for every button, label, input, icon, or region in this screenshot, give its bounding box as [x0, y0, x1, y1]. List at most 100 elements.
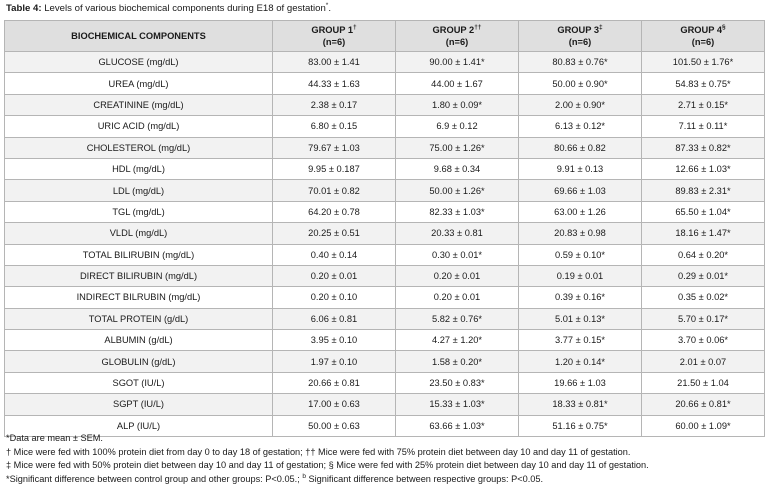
header-group-4: GROUP 4§ (n=6)	[641, 20, 765, 52]
group-4-value-cell: 87.33 ± 0.82*	[641, 136, 765, 159]
table-row: URIC ACID (mg/dL) 6.80 ± 0.15 6.9 ± 0.12 6.…	[4, 115, 765, 138]
note-a: *Significant difference between control …	[6, 473, 303, 484]
note-line-significance: *Significant difference between control …	[6, 473, 649, 487]
biochemical-table: BIOCHEMICAL COMPONENTS GROUP 1† (n=6) GRO…	[4, 20, 765, 438]
group-n: (n=6)	[691, 37, 715, 47]
group-2-value-cell: 82.33 ± 1.03*	[395, 200, 519, 224]
group-3-value-cell: 18.33 ± 0.81*	[518, 393, 642, 416]
group-4-value-cell: 21.50 ± 1.04	[641, 371, 765, 395]
group-1-value-cell: 0.40 ± 0.14	[272, 243, 396, 266]
group-mark: §	[722, 23, 726, 31]
group-3-value-cell: 50.00 ± 0.90*	[518, 72, 642, 95]
group-3-value-cell: 2.00 ± 0.90*	[518, 93, 642, 117]
table-row: TGL (mg/dL) 64.20 ± 0.78 82.33 ± 1.03* 63.0…	[4, 200, 765, 224]
group-1-value-cell: 44.33 ± 1.63	[272, 72, 396, 95]
table-row: GLUCOSE (mg/dL) 83.00 ± 1.41 90.00 ± 1.41*…	[4, 50, 765, 74]
component-name-cell: DIRECT BILIRUBIN (mg/dL)	[4, 264, 273, 288]
group-1-value-cell: 3.95 ± 0.10	[272, 329, 396, 352]
group-1-value-cell: 20.66 ± 0.81	[272, 371, 396, 395]
component-name-cell: TOTAL PROTEIN (g/dL)	[4, 307, 273, 331]
group-1-value-cell: 1.97 ± 0.10	[272, 350, 396, 373]
group-2-value-cell: 23.50 ± 0.83*	[395, 371, 519, 395]
table-row: VLDL (mg/dL) 20.25 ± 0.51 20.33 ± 0.81 20.8…	[4, 222, 765, 245]
caption-label: Table 4:	[6, 3, 42, 14]
group-1-value-cell: 0.20 ± 0.01	[272, 264, 396, 288]
component-name-cell: INDIRECT BILRUBIN (mg/dL)	[4, 286, 273, 309]
component-name-cell: LDL (mg/dL)	[4, 179, 273, 202]
group-4-value-cell: 65.50 ± 1.04*	[641, 200, 765, 224]
header-group-3: GROUP 3‡ (n=6)	[518, 20, 642, 52]
component-name-cell: GLUCOSE (mg/dL)	[4, 50, 273, 74]
group-3-value-cell: 80.83 ± 0.76*	[518, 50, 642, 74]
note-line: *Data are mean ± SEM.	[6, 433, 103, 443]
group-4-value-cell: 101.50 ± 1.76*	[641, 50, 765, 74]
table-row: TOTAL BILIRUBIN (mg/dL) 0.40 ± 0.14 0.30 ±…	[4, 243, 765, 266]
header-group-2: GROUP 2†† (n=6)	[395, 20, 519, 52]
group-name: GROUP 4	[680, 25, 723, 35]
group-4-value-cell: 0.64 ± 0.20*	[641, 243, 765, 266]
table-row: CHOLESTEROL (mg/dL) 79.67 ± 1.03 75.00 ± 1…	[4, 136, 765, 159]
group-3-value-cell: 69.66 ± 1.03	[518, 179, 642, 202]
component-name-cell: UREA (mg/dL)	[4, 72, 273, 95]
table-row: TOTAL PROTEIN (g/dL) 6.06 ± 0.81 5.82 ± 0.…	[4, 307, 765, 331]
group-3-value-cell: 6.13 ± 0.12*	[518, 115, 642, 138]
note-b: Significant difference between respectiv…	[305, 473, 544, 484]
group-2-value-cell: 9.68 ± 0.34	[395, 157, 519, 181]
note-line: † Mice were fed with 100% protein diet f…	[6, 446, 631, 457]
group-1-value-cell: 83.00 ± 1.41	[272, 50, 396, 74]
table-row: LDL (mg/dL) 70.01 ± 0.82 50.00 ± 1.26* 69.6…	[4, 179, 765, 202]
group-2-value-cell: 0.20 ± 0.01	[395, 286, 519, 309]
component-name-cell: VLDL (mg/dL)	[4, 222, 273, 245]
group-4-value-cell: 5.70 ± 0.17*	[641, 307, 765, 331]
group-mark: ‡	[599, 23, 603, 31]
group-3-value-cell: 80.66 ± 0.82	[518, 136, 642, 159]
group-mark: †	[353, 23, 357, 31]
group-1-value-cell: 50.00 ± 0.63	[272, 414, 396, 438]
group-4-value-cell: 18.16 ± 1.47*	[641, 222, 765, 245]
table-row: SGPT (IU/L) 17.00 ± 0.63 15.33 ± 1.03* 18.3…	[4, 393, 765, 416]
group-3-value-cell: 9.91 ± 0.13	[518, 157, 642, 181]
component-name-cell: CREATININE (mg/dL)	[4, 93, 273, 117]
component-name-cell: ALBUMIN (g/dL)	[4, 329, 273, 352]
table-row: CREATININE (mg/dL) 2.38 ± 0.17 1.80 ± 0.09…	[4, 93, 765, 117]
table-row: GLOBULIN (g/dL) 1.97 ± 0.10 1.58 ± 0.20* 1.…	[4, 350, 765, 373]
group-1-value-cell: 2.38 ± 0.17	[272, 93, 396, 117]
group-2-value-cell: 5.82 ± 0.76*	[395, 307, 519, 331]
table-header-row: BIOCHEMICAL COMPONENTS GROUP 1† (n=6) GRO…	[4, 20, 765, 52]
group-3-value-cell: 1.20 ± 0.14*	[518, 350, 642, 373]
group-n: (n=6)	[322, 37, 346, 47]
group-2-value-cell: 90.00 ± 1.41*	[395, 50, 519, 74]
group-4-value-cell: 0.35 ± 0.02*	[641, 286, 765, 309]
group-3-value-cell: 0.19 ± 0.01	[518, 264, 642, 288]
group-3-value-cell: 19.66 ± 1.03	[518, 371, 642, 395]
component-name-cell: CHOLESTEROL (mg/dL)	[4, 136, 273, 159]
group-3-value-cell: 5.01 ± 0.13*	[518, 307, 642, 331]
component-name-cell: SGOT (IU/L)	[4, 371, 273, 395]
group-2-value-cell: 75.00 ± 1.26*	[395, 136, 519, 159]
table-body: GLUCOSE (mg/dL) 83.00 ± 1.41 90.00 ± 1.41*…	[4, 50, 765, 438]
group-name: GROUP 3	[557, 25, 600, 35]
group-1-value-cell: 0.20 ± 0.10	[272, 286, 396, 309]
group-4-value-cell: 89.83 ± 2.31*	[641, 179, 765, 202]
group-4-value-cell: 0.29 ± 0.01*	[641, 264, 765, 288]
table-row: ALP (IU/L) 50.00 ± 0.63 63.66 ± 1.03* 51.16…	[4, 414, 765, 438]
group-3-value-cell: 0.59 ± 0.10*	[518, 243, 642, 266]
group-n: (n=6)	[568, 37, 592, 47]
group-2-value-cell: 6.9 ± 0.12	[395, 115, 519, 138]
table-row: INDIRECT BILRUBIN (mg/dL) 0.20 ± 0.10 0.20…	[4, 286, 765, 309]
table-row: HDL (mg/dL) 9.95 ± 0.187 9.68 ± 0.34 9.91 ±…	[4, 157, 765, 181]
group-1-value-cell: 6.80 ± 0.15	[272, 115, 396, 138]
group-3-value-cell: 20.83 ± 0.98	[518, 222, 642, 245]
group-2-value-cell: 20.33 ± 0.81	[395, 222, 519, 245]
group-1-value-cell: 20.25 ± 0.51	[272, 222, 396, 245]
group-2-value-cell: 1.80 ± 0.09*	[395, 93, 519, 117]
group-1-value-cell: 17.00 ± 0.63	[272, 393, 396, 416]
table-row: DIRECT BILIRUBIN (mg/dL) 0.20 ± 0.01 0.20 …	[4, 264, 765, 288]
component-name-cell: ALP (IU/L)	[4, 414, 273, 438]
group-1-value-cell: 70.01 ± 0.82	[272, 179, 396, 202]
table-row: UREA (mg/dL) 44.33 ± 1.63 44.00 ± 1.67 50.0…	[4, 72, 765, 95]
table-caption: Table 4: Levels of various biochemical c…	[6, 2, 331, 14]
group-3-value-cell: 63.00 ± 1.26	[518, 200, 642, 224]
component-name-cell: TOTAL BILIRUBIN (mg/dL)	[4, 243, 273, 266]
group-4-value-cell: 54.83 ± 0.75*	[641, 72, 765, 95]
